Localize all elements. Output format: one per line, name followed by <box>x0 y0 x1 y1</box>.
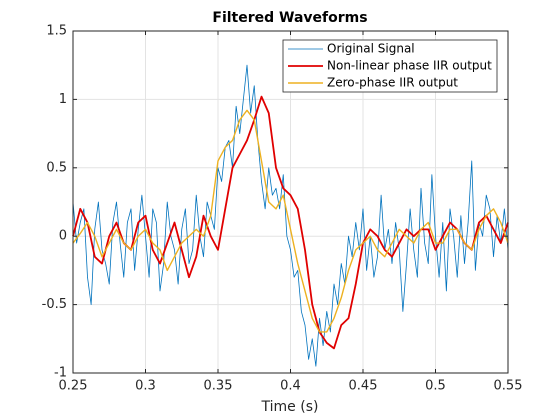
y-tick-label: -1 <box>54 366 67 381</box>
x-tick-label: 0.55 <box>494 379 523 394</box>
legend-label: Non-linear phase IIR output <box>327 59 492 73</box>
y-tick-label: 1.5 <box>46 24 67 39</box>
x-tick-label: 0.4 <box>280 379 301 394</box>
y-tick-label: 0 <box>59 229 67 244</box>
x-axis-label: Time (s) <box>261 399 319 415</box>
x-tick-label: 0.35 <box>204 379 233 394</box>
legend-label: Original Signal <box>327 42 415 56</box>
series-line <box>72 109 509 333</box>
y-tick-label: 1 <box>59 92 67 107</box>
x-tick-label: 0.45 <box>349 379 378 394</box>
axes-box <box>72 30 509 374</box>
x-tick-label: 0.5 <box>425 379 446 394</box>
x-tick-label: 0.3 <box>135 379 156 394</box>
series-line <box>72 95 509 350</box>
y-tick-label: -0.5 <box>42 297 67 312</box>
y-tick-label: 0.5 <box>46 160 67 175</box>
legend-label: Zero-phase IIR output <box>327 76 458 90</box>
series-line <box>72 64 509 367</box>
chart-title: Filtered Waveforms <box>212 10 367 26</box>
x-tick-label: 0.25 <box>59 379 88 394</box>
